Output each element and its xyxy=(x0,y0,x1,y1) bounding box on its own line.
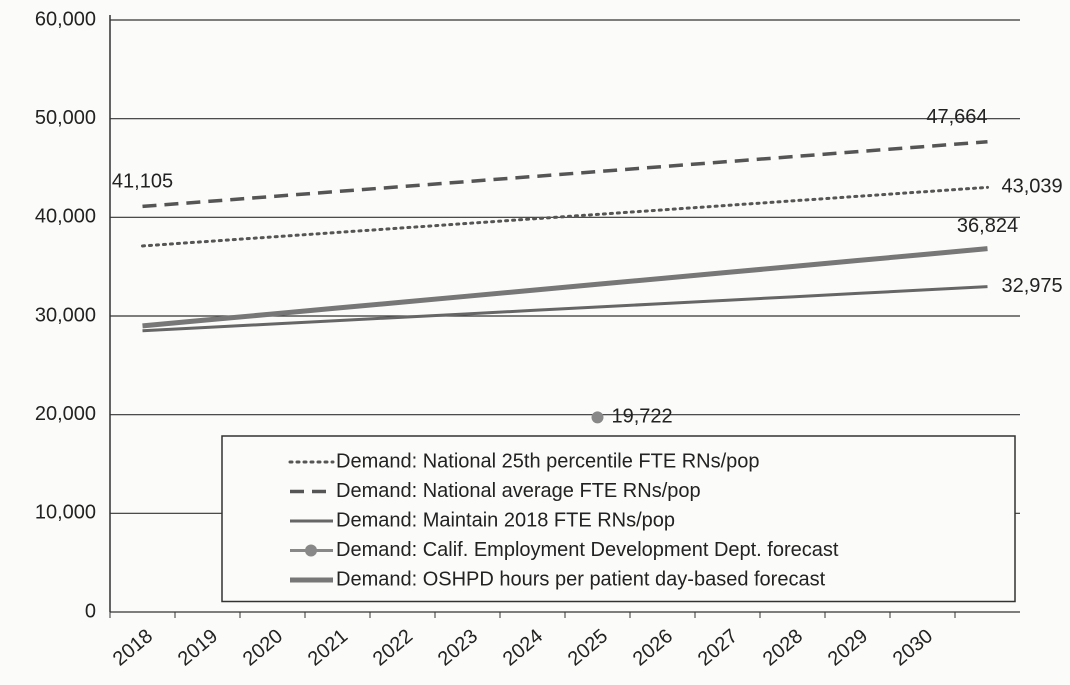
legend-label: Demand: National average FTE RNs/pop xyxy=(336,480,701,502)
y-tick-label: 10,000 xyxy=(35,502,96,524)
series-line xyxy=(142,285,988,333)
data-label: 32,975 xyxy=(1002,275,1063,297)
legend-label: Demand: Calif. Employment Development De… xyxy=(336,539,839,561)
legend-label: Demand: OSHPD hours per patient day-base… xyxy=(336,568,826,590)
legend-label: Demand: Maintain 2018 FTE RNs/pop xyxy=(336,509,675,531)
series-line xyxy=(141,185,989,248)
legend-box xyxy=(221,435,1016,603)
data-label: 19,722 xyxy=(612,406,673,428)
data-label: 47,664 xyxy=(926,106,987,128)
legend-label: Demand: National 25th percentile FTE RNs… xyxy=(336,450,760,472)
data-label: 36,824 xyxy=(957,215,1018,237)
point-marker xyxy=(591,411,604,424)
data-label: 43,039 xyxy=(1002,176,1063,198)
y-tick-label: 0 xyxy=(85,600,96,622)
y-tick-label: 50,000 xyxy=(35,107,96,129)
y-tick-label: 60,000 xyxy=(35,8,96,30)
y-tick-label: 30,000 xyxy=(35,304,96,326)
y-tick-label: 20,000 xyxy=(35,403,96,425)
legend-marker xyxy=(305,544,317,557)
series-line xyxy=(142,246,988,329)
series-line xyxy=(142,139,988,209)
data-label: 41,105 xyxy=(112,171,173,193)
y-tick-label: 40,000 xyxy=(35,206,96,228)
